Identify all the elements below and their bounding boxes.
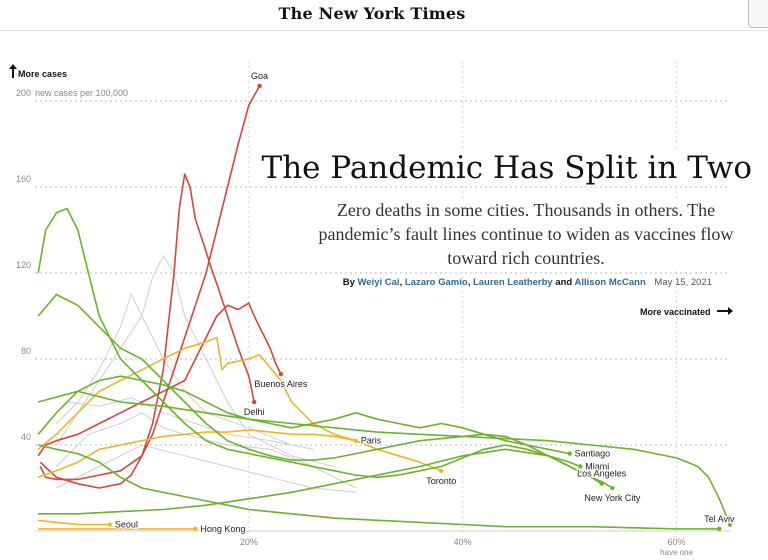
series-label: New York City [584, 493, 641, 503]
byline-and: and [555, 277, 573, 288]
byline-separator: , [399, 277, 403, 288]
footnote-label: have one [660, 548, 693, 557]
series-lines [37, 83, 733, 532]
background-city-line [56, 412, 357, 489]
series-endpoint [439, 468, 444, 473]
y-unit-label: new cases per 100,000 [35, 88, 128, 98]
background-city-lines [55, 254, 357, 493]
series-label: Buenos Aires [254, 379, 308, 389]
byline-prefix: By [342, 277, 355, 288]
chart-grid [35, 61, 730, 537]
series-endpoint [278, 371, 284, 377]
series-line [37, 429, 356, 479]
series-line [38, 519, 110, 526]
background-city-line [56, 444, 356, 493]
more-vaccinated-label: More vaccinated [640, 307, 711, 317]
series-endpoint [251, 399, 257, 405]
series-label: Goa [251, 71, 268, 81]
more-vaccinated-note: More vaccinated [640, 307, 733, 317]
series-line [37, 293, 613, 489]
arrow-up-icon [9, 64, 17, 78]
series-label: Tel Aviv [704, 514, 735, 524]
series-endpoint [193, 526, 198, 532]
nyt-logo[interactable]: The New York Times [278, 4, 466, 23]
series-endpoint [257, 83, 262, 89]
series-label: Los Angeles [577, 469, 627, 479]
more-cases-label: More cases [18, 69, 68, 79]
series-endpoint [578, 464, 583, 469]
y-tick-label: 40 [21, 432, 31, 442]
y-tick-label: 160 [16, 174, 31, 184]
series-label: Seoul [115, 520, 138, 530]
series-endpoint [727, 522, 733, 527]
series-line [38, 444, 720, 530]
series-label: Toronto [426, 476, 456, 486]
y-tick-label: 200 [16, 88, 31, 98]
axis-labels: 40 80 120 160 200 new cases per 100,000 20% 40%… [16, 88, 694, 557]
y-tick-label: 80 [21, 346, 31, 356]
series-endpoint [610, 485, 615, 491]
publish-date: May 15, 2021 [654, 277, 712, 288]
series-label: Hong Kong [200, 524, 245, 534]
author-link[interactable]: Allison McCann [574, 277, 646, 288]
series-endpoint [717, 526, 722, 532]
menu-button[interactable] [748, 0, 768, 28]
author-link[interactable]: Lazaro Gamio [404, 277, 468, 288]
y-tick-label: 120 [16, 260, 31, 270]
article-headline: The Pandemic Has Split in Two [255, 150, 752, 186]
series-labels: Goa Delhi Buenos Aires Paris Toronto Seoul Hon… [114, 70, 737, 535]
x-tick-label: 60% [668, 537, 686, 547]
background-city-line [55, 254, 335, 467]
byline-separator: , [467, 277, 471, 288]
series-label: Miami [585, 462, 609, 472]
arrow-right-icon [716, 307, 733, 315]
series-endpoint [567, 451, 572, 456]
series-line [37, 207, 581, 479]
series-endpoint [599, 481, 604, 486]
series-line [39, 173, 255, 489]
series-label: Paris [361, 436, 382, 446]
series-line [37, 302, 282, 457]
series-line [37, 390, 731, 525]
series-label: Santiago [575, 449, 611, 459]
author-link[interactable]: Weiyi Cai [357, 277, 400, 288]
series-label: Delhi [244, 407, 265, 417]
series-line [37, 375, 570, 455]
background-city-line [56, 293, 292, 446]
x-tick-label: 40% [454, 537, 472, 547]
more-cases-note: More cases [9, 64, 68, 79]
masthead: The New York Times [0, 0, 768, 31]
article-summary: Zero deaths in some cities. Thousands in… [316, 198, 736, 270]
author-link[interactable]: Lauren Leatherby [472, 277, 553, 288]
byline: By Weiyi Cai, Lazaro Gamio, Lauren Leath… [343, 277, 712, 288]
series-endpoint [107, 522, 113, 527]
series-line [38, 448, 603, 515]
x-tick-label: 20% [240, 537, 258, 547]
series-line [37, 336, 442, 472]
background-city-line [67, 397, 314, 450]
